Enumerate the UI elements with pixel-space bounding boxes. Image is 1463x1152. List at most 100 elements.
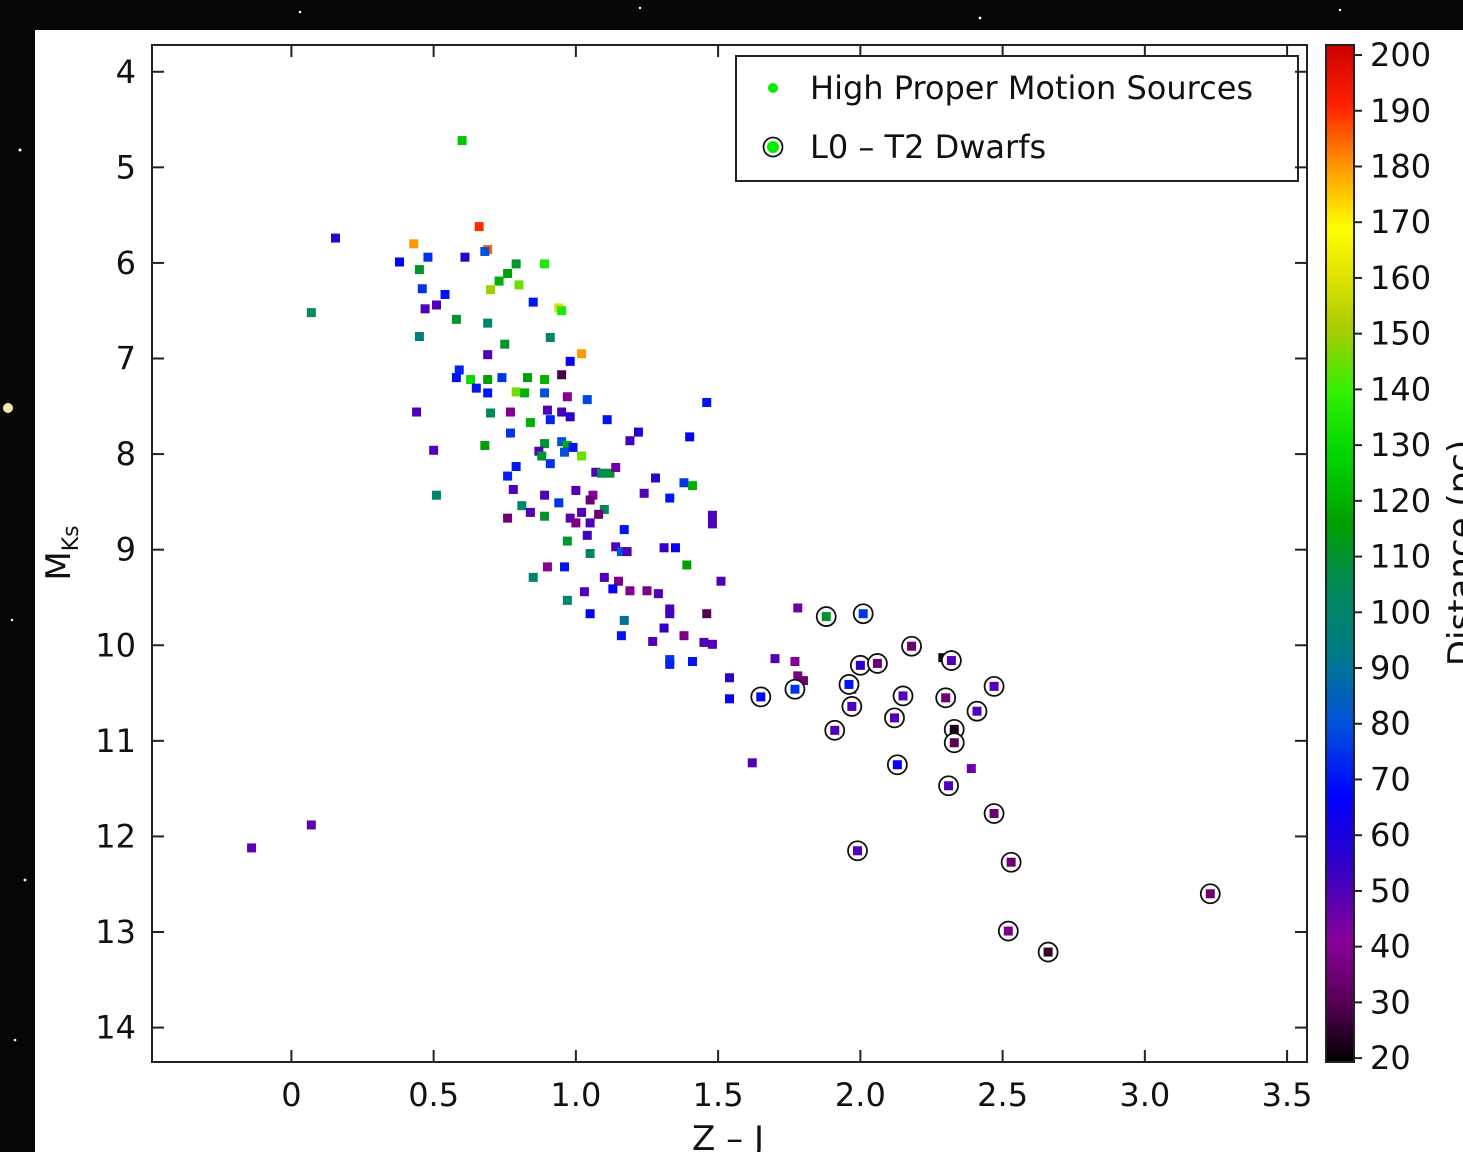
point	[582, 530, 592, 540]
point	[585, 495, 595, 505]
point	[665, 655, 675, 665]
colorbar-tick-label: 180	[1370, 147, 1431, 185]
point	[474, 222, 484, 232]
star	[1338, 8, 1342, 12]
point	[793, 671, 803, 681]
point	[557, 437, 567, 447]
point	[625, 436, 635, 446]
colorbar-tick-label: 200	[1370, 36, 1431, 74]
point	[511, 387, 521, 397]
point	[420, 304, 430, 314]
point	[588, 490, 598, 500]
point	[440, 289, 450, 299]
point	[486, 408, 496, 418]
y-axis-label-main: M	[39, 551, 79, 580]
point	[497, 373, 507, 383]
point	[665, 493, 675, 503]
star	[638, 6, 642, 10]
point	[608, 584, 618, 594]
point	[648, 636, 658, 646]
point	[528, 572, 538, 582]
star	[13, 1038, 17, 1042]
point	[941, 693, 951, 703]
point	[688, 481, 698, 491]
point	[571, 518, 581, 528]
point	[511, 259, 521, 269]
point	[798, 676, 808, 686]
point	[966, 764, 976, 774]
point	[500, 339, 510, 349]
point	[659, 623, 669, 633]
point	[747, 758, 757, 768]
point	[545, 332, 555, 342]
point	[412, 407, 422, 417]
colorbar-tick-label: 130	[1370, 426, 1431, 464]
point	[707, 519, 717, 529]
point	[790, 657, 800, 667]
colorbar-tick-label: 30	[1370, 983, 1411, 1021]
point	[585, 609, 595, 619]
point	[483, 318, 493, 328]
point	[540, 388, 550, 398]
point	[585, 549, 595, 558]
point	[508, 484, 518, 494]
point	[457, 136, 467, 146]
point	[471, 383, 481, 393]
point	[414, 332, 424, 342]
point	[585, 518, 595, 528]
point	[306, 308, 316, 318]
point	[625, 586, 635, 596]
colorbar-tick-label: 150	[1370, 315, 1431, 353]
colorbar-tick-label: 60	[1370, 816, 1411, 854]
point	[907, 641, 917, 651]
point	[707, 510, 717, 520]
colorbar-tick-label: 40	[1370, 928, 1411, 966]
point	[520, 388, 530, 398]
point	[517, 501, 527, 511]
legend-marker	[767, 141, 779, 153]
colorbar-tick-label: 190	[1370, 92, 1431, 130]
point	[790, 684, 800, 694]
point	[414, 265, 424, 275]
point	[688, 657, 698, 667]
y-axis-label-sub: Ks	[59, 525, 84, 551]
point	[949, 738, 959, 748]
x-axis-label: Z – J	[692, 1119, 764, 1152]
x-tick-label: 3.5	[1262, 1076, 1313, 1114]
point	[653, 589, 663, 599]
point	[853, 846, 863, 856]
y-tick-label: 4	[116, 53, 136, 91]
point	[577, 451, 587, 461]
point	[525, 507, 535, 517]
colorbar-tick-label: 140	[1370, 370, 1431, 408]
star	[978, 16, 982, 20]
point	[665, 659, 675, 669]
point	[670, 543, 680, 553]
colorbar-tick-label: 90	[1370, 649, 1411, 687]
legend-marker	[768, 83, 778, 93]
figure-panel	[35, 30, 1463, 1152]
point	[554, 498, 564, 508]
point	[858, 609, 868, 619]
x-tick-label: 0	[281, 1076, 301, 1114]
plot-frame	[151, 44, 1308, 1063]
point	[409, 239, 419, 249]
point	[844, 679, 854, 689]
point	[898, 691, 908, 701]
point	[503, 513, 513, 523]
point	[946, 656, 956, 666]
point	[528, 297, 538, 307]
point	[540, 511, 550, 521]
point	[989, 808, 999, 818]
point	[460, 252, 470, 262]
point	[534, 446, 544, 456]
point	[616, 631, 626, 641]
legend-box	[735, 55, 1299, 182]
point	[602, 415, 612, 425]
colorbar-tick-label: 110	[1370, 538, 1431, 576]
point	[247, 843, 257, 853]
y-tick-label: 6	[116, 244, 136, 282]
point	[619, 615, 629, 625]
point	[944, 781, 954, 791]
point	[651, 473, 661, 483]
